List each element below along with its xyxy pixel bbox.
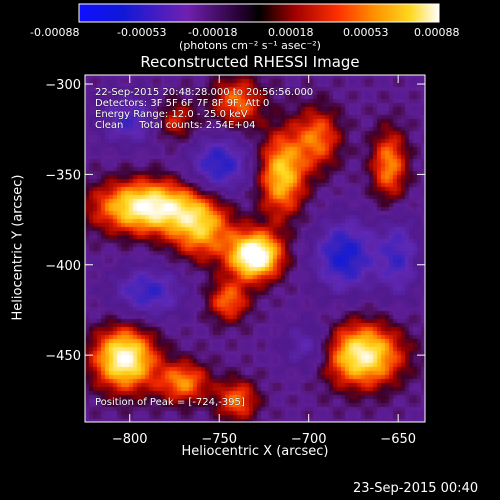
observation-info: 22-Sep-2015 20:48:28.000 to 20:56:56.000… [95,87,313,131]
x-tick-label-3: −650 [380,432,416,447]
x-tick-label-1: −750 [201,432,237,447]
info-clean-counts: Clean Total counts: 2.54E+04 [95,120,256,131]
heatmap-image [85,75,425,422]
y-tick-label-0: −300 [45,78,81,93]
info-time-range: 22-Sep-2015 20:48:28.000 to 20:56:56.000 [95,87,314,98]
colorbar-tick-label-0: -0.00088 [30,26,80,39]
info-energy-range: Energy Range: 12.0 - 25.0 keV [95,109,248,120]
y-axis-title: Heliocentric Y (arcsec) [10,174,26,321]
chart-title: Reconstructed RHESSI Image [140,53,360,71]
plot-frame [84,74,426,423]
y-tick-label-2: −400 [45,259,81,274]
x-tick-label-2: −700 [291,432,327,447]
colorbar-units: (photons cm⁻² s⁻¹ asec⁻²) [179,39,321,52]
x-axis-title: Heliocentric X (arcsec) [181,444,329,459]
x-tick-label-0: −800 [112,432,148,447]
colorbar-tick-label-1: -0.00053 [117,26,167,39]
peak-position-label: Position of Peak = [-724,-395] [95,397,245,408]
colorbar [78,3,440,23]
colorbar-tick-label-5: 0.00088 [414,26,460,39]
info-detectors: Detectors: 3F 5F 6F 7F 8F 9F, Att 0 [95,98,270,109]
y-tick-label-3: −450 [45,349,81,364]
colorbar-tick-label-2: -0.00018 [188,26,238,39]
colorbar-tick-label-4: 0.00053 [343,26,389,39]
y-tick-label-1: −350 [45,168,81,183]
colorbar-gradient [78,3,440,23]
footer-timestamp: 23-Sep-2015 00:40 [353,481,479,496]
colorbar-tick-label-3: 0.00018 [268,26,314,39]
